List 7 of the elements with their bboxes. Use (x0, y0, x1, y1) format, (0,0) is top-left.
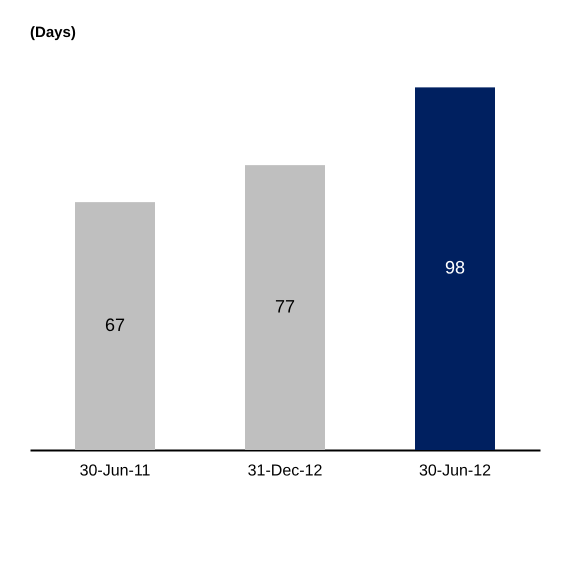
chart-title: (Days) (30, 24, 76, 41)
x-tick-label: 30-Jun-12 (418, 462, 492, 480)
data-label: 98 (444, 258, 466, 278)
x-tick-label: 31-Dec-12 (248, 462, 322, 480)
x-tick-label: 30-Jun-11 (80, 462, 151, 480)
data-label: 77 (274, 296, 296, 317)
data-label: 67 (104, 315, 126, 336)
